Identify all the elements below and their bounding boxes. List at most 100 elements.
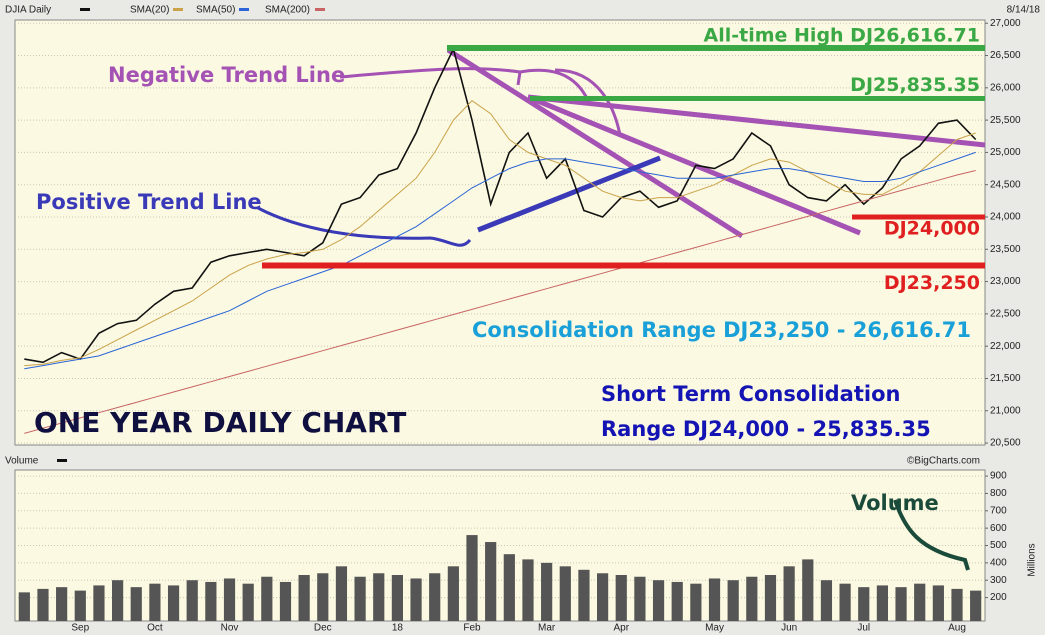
y-tick-label: 26,000 <box>990 82 1021 93</box>
volume-bar <box>522 559 534 621</box>
volume-bar <box>56 587 68 621</box>
y-tick-label: 23,000 <box>990 276 1021 287</box>
legend-swatch <box>80 8 90 11</box>
legend-swatch <box>173 8 183 11</box>
volume-bar <box>37 588 49 621</box>
volume-bar <box>615 575 627 621</box>
volume-bar <box>335 566 348 621</box>
volume-bar <box>354 576 366 621</box>
x-tick-label: 18 <box>392 623 404 634</box>
volume-bar <box>279 581 292 621</box>
y-tick-label: 400 <box>990 557 1007 568</box>
volume-bar <box>298 575 310 621</box>
volume-bar <box>503 554 515 621</box>
heading: ONE YEAR DAILY CHART <box>34 406 406 439</box>
annotation: Short Term Consolidation <box>601 382 900 406</box>
volume-bar <box>485 542 497 621</box>
volume-bar <box>410 578 422 621</box>
legend-label: SMA(200) <box>265 5 310 16</box>
volume-bar <box>895 587 907 621</box>
volume-bar <box>802 559 814 621</box>
volume-bar <box>466 535 478 621</box>
volume-bar <box>186 580 198 621</box>
volume-bar <box>858 587 870 621</box>
x-tick-label: Aug <box>948 623 966 634</box>
level-label: All-time High DJ26,616.71 <box>704 24 980 46</box>
x-tick-label: Dec <box>314 623 332 634</box>
y-tick-label: 22,500 <box>990 309 1021 320</box>
x-tick-label: Sep <box>71 623 89 634</box>
level-label: DJ23,250 <box>884 272 980 294</box>
volume-bar <box>970 590 982 621</box>
volume-bar <box>74 590 86 621</box>
x-tick-label: Jul <box>857 623 870 634</box>
price-panel <box>14 19 986 446</box>
volume-bar <box>783 566 795 621</box>
series-line <box>24 100 976 367</box>
volume-bar <box>951 588 963 621</box>
y-tick-label: 23,500 <box>990 244 1021 255</box>
legend-swatch <box>239 8 249 11</box>
series-line <box>24 46 977 364</box>
volume-bar <box>447 566 459 621</box>
volume-bar <box>932 585 944 621</box>
volume-bar <box>690 583 702 621</box>
y-tick-label: 25,500 <box>990 115 1021 126</box>
y-tick-label: 27,000 <box>990 18 1021 29</box>
volume-bar <box>914 583 926 621</box>
y-tick-label: 700 <box>990 505 1007 516</box>
y-tick-label: 500 <box>990 540 1007 551</box>
y-tick-label: 26,500 <box>990 50 1021 61</box>
volume-bar <box>727 580 739 621</box>
volume-bar <box>391 575 403 621</box>
volume-bar <box>223 578 236 621</box>
y-tick-label: 21,500 <box>990 373 1021 384</box>
chart-title: DJIA Daily <box>5 5 51 16</box>
volume-bar <box>839 583 851 621</box>
legend-label: SMA(20) <box>130 5 169 16</box>
volume-bar <box>764 575 777 621</box>
x-tick-label: Mar <box>538 623 556 634</box>
x-tick-label: May <box>705 623 724 634</box>
y-tick-label: 22,000 <box>990 341 1021 352</box>
volume-bar <box>876 585 888 621</box>
volume-bar <box>634 576 646 621</box>
negative-trend-lines <box>339 47 986 239</box>
volume-bar <box>541 562 553 621</box>
annotation: Range DJ24,000 - 25,835.35 <box>601 417 931 441</box>
series-line <box>24 151 976 370</box>
volume-bar <box>429 573 441 621</box>
volume-bar <box>317 573 329 621</box>
x-tick-label: Jun <box>781 623 797 634</box>
y-tick-label: 21,000 <box>990 405 1021 416</box>
volume-arrow <box>893 499 970 571</box>
y-tick-label: 200 <box>990 592 1007 603</box>
x-tick-label: Apr <box>613 623 629 634</box>
series-line <box>24 170 976 434</box>
volume-bar <box>149 583 161 621</box>
x-tick-label: Feb <box>463 623 481 634</box>
volume-bar <box>746 576 758 621</box>
legend-label: SMA(50) <box>196 5 235 16</box>
volume-bar <box>373 573 385 621</box>
volume-bar <box>261 576 273 621</box>
y-tick-label: 300 <box>990 575 1007 586</box>
y-tick-label: 25,000 <box>990 147 1021 158</box>
volume-bar <box>820 580 833 621</box>
level-label: DJ24,000 <box>884 217 980 239</box>
volume-title: Volume <box>5 456 39 467</box>
legend-swatch <box>57 459 67 462</box>
source: ©BigCharts.com <box>907 456 980 467</box>
volume-bar <box>18 592 30 621</box>
volume-bar <box>242 583 254 621</box>
x-tick-label: Oct <box>147 623 163 634</box>
volume-bar <box>112 580 124 621</box>
level-label: DJ25,835.35 <box>850 74 980 96</box>
y-tick-label: 600 <box>990 523 1007 534</box>
legend-swatch <box>315 8 325 11</box>
unit-label: Millions <box>1027 543 1038 576</box>
volume-bar <box>708 578 721 621</box>
annotation: Negative Trend Line <box>108 63 345 87</box>
volume-bar <box>205 581 217 621</box>
